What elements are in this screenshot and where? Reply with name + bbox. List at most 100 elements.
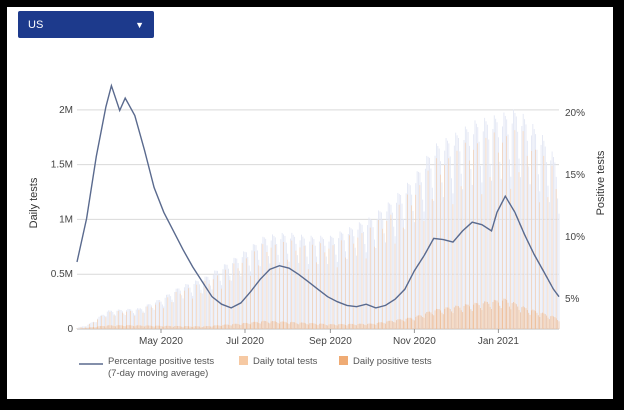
positive-tests-bar xyxy=(438,309,440,329)
total-tests-bar xyxy=(77,327,79,329)
total-tests-bar xyxy=(265,238,267,329)
total-tests-bar xyxy=(488,139,490,329)
total-tests-bar xyxy=(179,293,181,329)
total-tests-bar xyxy=(342,233,344,329)
positive-tests-bar xyxy=(503,298,505,329)
total-tests-bar xyxy=(94,322,96,329)
total-tests-bar xyxy=(511,123,513,329)
total-tests-bar xyxy=(261,243,262,329)
positive-tests-bar xyxy=(156,325,158,329)
positive-tests-bar xyxy=(426,311,428,329)
total-tests-bar xyxy=(197,281,199,329)
positive-tests-bar xyxy=(104,326,105,329)
positive-tests-bar xyxy=(189,326,191,329)
positive-tests-bar xyxy=(127,325,129,329)
total-tests-bar xyxy=(119,309,121,329)
positive-tests-bar xyxy=(199,326,201,329)
y-left-tick-label: 0 xyxy=(67,324,73,335)
positive-tests-bar xyxy=(255,321,257,329)
total-tests-bar xyxy=(380,212,382,329)
total-tests-bar xyxy=(250,275,251,329)
total-tests-bar xyxy=(368,217,370,329)
total-tests-bar xyxy=(127,308,129,329)
total-tests-bar xyxy=(478,141,480,329)
total-tests-bar xyxy=(131,310,133,329)
total-tests-bar xyxy=(109,312,111,329)
total-tests-bar xyxy=(203,280,205,329)
total-tests-bar xyxy=(466,129,468,329)
positive-tests-bar xyxy=(120,325,122,329)
total-tests-bar xyxy=(387,202,389,329)
positive-tests-bar xyxy=(175,325,177,329)
positive-tests-bar xyxy=(532,309,534,329)
positive-tests-bar xyxy=(146,325,148,329)
positive-tests-bar xyxy=(489,306,491,329)
positive-tests-bar xyxy=(134,326,136,329)
total-tests-bar xyxy=(360,223,362,329)
total-tests-bar xyxy=(419,185,421,329)
positive-tests-bar xyxy=(153,326,155,329)
positive-tests-bar xyxy=(108,325,110,329)
positive-tests-bar xyxy=(303,322,305,329)
positive-tests-bar xyxy=(419,315,421,329)
total-tests-bar xyxy=(405,193,407,329)
total-tests-bar xyxy=(201,293,203,329)
total-tests-bar xyxy=(278,267,280,329)
total-tests-bar xyxy=(204,280,206,329)
positive-tests-bar xyxy=(201,327,203,329)
positive-tests-bar xyxy=(522,306,524,329)
total-tests-bar xyxy=(212,279,214,329)
total-tests-bar xyxy=(95,322,97,329)
positive-tests-bar xyxy=(163,326,165,329)
total-tests-bar xyxy=(383,233,385,329)
positive-tests-bar xyxy=(234,323,236,329)
positive-tests-bar xyxy=(196,326,198,329)
positive-tests-bar xyxy=(404,321,406,329)
total-tests-bar xyxy=(258,265,260,329)
positive-tests-bar xyxy=(190,326,192,329)
total-tests-bar xyxy=(477,143,479,329)
total-tests-bar xyxy=(548,202,550,329)
positive-tests-bar xyxy=(390,320,392,329)
positive-tests-bar xyxy=(245,322,247,329)
total-tests-bar xyxy=(199,284,201,329)
positive-tests-bar xyxy=(452,313,454,329)
positive-tests-bar xyxy=(321,323,323,329)
total-tests-bar xyxy=(335,254,337,329)
positive-tests-bar xyxy=(290,322,291,329)
total-tests-bar xyxy=(206,276,207,329)
total-tests-bar xyxy=(391,212,393,329)
positive-tests-bar xyxy=(420,315,422,329)
positive-tests-bar xyxy=(469,306,470,329)
total-tests-bar xyxy=(470,168,472,329)
positive-tests-bar xyxy=(422,317,424,329)
positive-tests-bar xyxy=(317,325,319,329)
positive-tests-bar xyxy=(84,328,86,329)
total-tests-bar xyxy=(408,184,410,329)
total-tests-bar xyxy=(98,316,100,329)
total-tests-bar xyxy=(331,236,333,329)
positive-tests-bar xyxy=(91,327,93,329)
positive-tests-bar xyxy=(182,326,184,329)
y-right-tick-label: 20% xyxy=(565,108,585,119)
positive-tests-bar xyxy=(441,312,443,329)
positive-tests-bar xyxy=(383,323,385,329)
total-tests-bar xyxy=(495,118,497,330)
positive-tests-bar xyxy=(557,320,559,329)
total-tests-bar xyxy=(159,302,160,329)
positive-tests-bar xyxy=(547,317,549,329)
total-tests-bar xyxy=(493,132,495,329)
positive-tests-bar xyxy=(239,324,240,329)
positive-tests-bar xyxy=(95,327,97,329)
region-selector[interactable]: US ▼ xyxy=(18,11,154,38)
total-tests-bar xyxy=(455,132,457,329)
positive-tests-bar xyxy=(451,311,453,329)
positive-tests-bar xyxy=(228,324,229,329)
x-tick-label: Jul 2020 xyxy=(226,336,264,347)
positive-tests-bar xyxy=(281,321,283,329)
total-tests-bar xyxy=(374,246,375,329)
total-tests-bar xyxy=(116,310,118,329)
total-tests-bar xyxy=(382,228,383,329)
positive-tests-bar xyxy=(515,304,517,329)
total-tests-bar xyxy=(492,129,494,329)
